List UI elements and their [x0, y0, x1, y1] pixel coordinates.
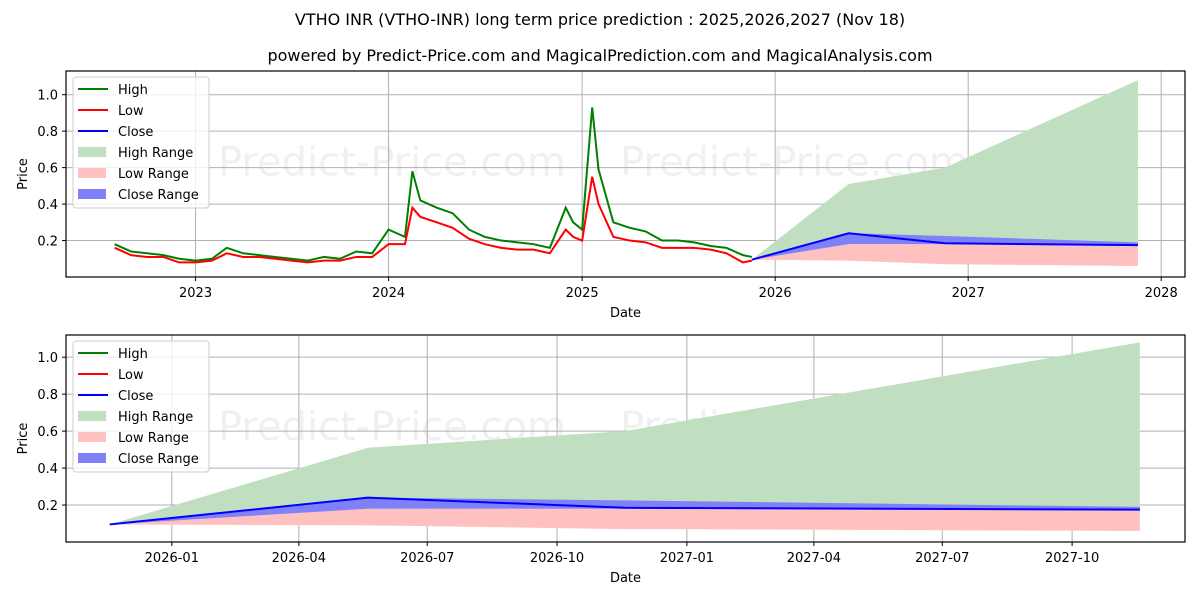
legend-label: Close Range	[118, 452, 199, 467]
x-axis-label: Date	[610, 306, 641, 321]
chart-title: VTHO INR (VTHO-INR) long term price pred…	[294, 10, 906, 29]
y-tick-label: 0.4	[37, 462, 58, 477]
legend-label: High	[118, 83, 148, 98]
x-tick-label: 2026-07	[400, 551, 454, 566]
legend: High Low Close High Range Low Range Close Ran…	[72, 340, 210, 473]
legend: High Low Close High Range Low Range Close Ran…	[72, 76, 210, 209]
close-line	[109, 496, 1140, 526]
y-tick-label: 0.2	[37, 235, 58, 250]
x-tick-label: 2026-10	[530, 551, 584, 566]
high-line	[114, 107, 753, 262]
x-tick-label: 2027-07	[915, 551, 969, 566]
y-tick-label: 1.0	[37, 351, 58, 366]
y-tick-label: 0.8	[37, 125, 58, 140]
y-tick-label: 0.6	[37, 425, 58, 440]
x-tick-label: 2027-04	[787, 551, 841, 566]
y-tick-label: 0.8	[37, 388, 58, 403]
y-tick-label: 0.4	[37, 198, 58, 213]
low-range-area	[109, 508, 1140, 531]
legend-swatch	[78, 432, 106, 442]
x-tick-label: 2023	[179, 286, 212, 301]
prediction-zoom-chart: Predict-Price.comPredict-Price.com0.20.4…	[16, 334, 1186, 586]
axes-frame	[65, 334, 1186, 543]
legend-label: Low Range	[118, 167, 189, 182]
long-term-chart: Predict-Price.com Predict-Price.com0.20.4…	[16, 70, 1186, 321]
legend-label: Close Range	[118, 188, 199, 203]
y-axis-label: Price	[16, 158, 31, 190]
x-tick-label: 2024	[372, 286, 405, 301]
close-range-area	[109, 497, 1140, 525]
y-tick-label: 0.2	[37, 499, 58, 514]
x-tick-label: 2026-01	[145, 551, 199, 566]
x-tick-label: 2027-01	[660, 551, 714, 566]
close-line	[751, 232, 1138, 261]
x-tick-label: 2027-10	[1045, 551, 1099, 566]
x-axis-label: Date	[610, 571, 641, 586]
legend-label: High Range	[118, 146, 193, 161]
legend-label: Low	[118, 104, 144, 119]
legend-label: Close	[118, 125, 153, 140]
x-tick-label: 2026	[759, 286, 792, 301]
low-line	[114, 176, 753, 264]
high-range-area	[751, 80, 1138, 260]
close-range-area	[751, 233, 1138, 260]
high-range-area	[109, 342, 1140, 525]
watermark-text: Predict-Price.com	[218, 140, 566, 186]
legend-swatch	[78, 189, 106, 199]
legend-swatch	[78, 168, 106, 178]
x-tick-label: 2026-04	[272, 551, 326, 566]
x-tick-label: 2028	[1145, 286, 1178, 301]
legend-label: Low	[118, 368, 144, 383]
legend-label: High	[118, 347, 148, 362]
legend-swatch	[78, 453, 106, 463]
legend-label: Close	[118, 389, 153, 404]
low-range-area	[751, 244, 1138, 267]
x-tick-label: 2025	[566, 286, 599, 301]
legend-swatch	[78, 411, 106, 421]
axes-frame	[65, 70, 1186, 278]
legend-label: Low Range	[118, 431, 189, 446]
y-tick-label: 0.6	[37, 162, 58, 177]
chart-subtitle: powered by Predict-Price.com and Magical…	[267, 46, 933, 65]
y-tick-label: 1.0	[37, 89, 58, 104]
legend-label: High Range	[118, 410, 193, 425]
y-axis-label: Price	[16, 423, 31, 455]
legend-swatch	[78, 147, 106, 157]
x-tick-label: 2027	[952, 286, 985, 301]
